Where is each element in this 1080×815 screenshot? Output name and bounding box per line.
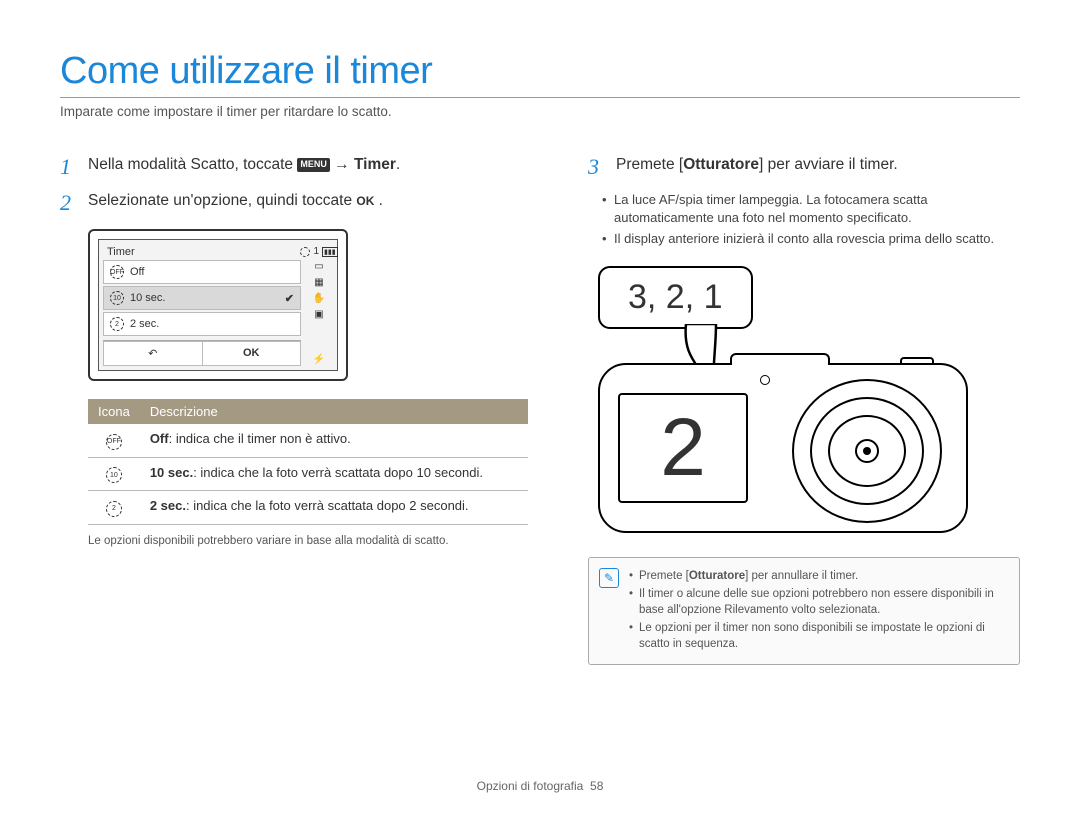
countdown-speech-bubble: 3, 2, 1	[598, 266, 753, 329]
step3-pre: Premete [	[616, 156, 683, 173]
row-bold: 10 sec.	[150, 465, 193, 480]
step2-dot: .	[374, 192, 383, 209]
ok-button[interactable]: OK	[203, 341, 302, 366]
footer-page: 58	[590, 779, 603, 793]
camera-illustration: 3, 2, 1 2	[598, 266, 998, 533]
battery-icon: ▮▮▮	[322, 247, 338, 257]
size-icon: ▭	[312, 261, 326, 273]
note-box: Premete [Otturatore] per annullare il ti…	[588, 557, 1020, 665]
left-column: 1 Nella modalità Scatto, toccate MENU → …	[60, 155, 528, 665]
list-item: Premete [Otturatore] per annullare il ti…	[629, 568, 1007, 584]
th-icon: Icona	[88, 399, 140, 424]
option-label: 10 sec.	[130, 292, 165, 304]
shot-count: 1	[313, 246, 319, 257]
timer-10-icon: 10	[110, 291, 124, 305]
timer-2-icon: 2	[110, 317, 124, 331]
note-pre: Premete [	[639, 570, 689, 582]
step-text: Nella modalità Scatto, toccate MENU → Ti…	[88, 155, 400, 175]
page-title: Come utilizzare il timer	[60, 50, 1020, 93]
table-row: 10 10 sec.: indica che la foto verrà sca…	[88, 457, 528, 491]
step1-dot: .	[396, 156, 400, 173]
timer-option-2sec[interactable]: 2 2 sec.	[103, 312, 301, 336]
timer-option-off[interactable]: OFF Off	[103, 260, 301, 284]
step3-post: ] per avviare il timer.	[759, 156, 898, 173]
option-label: Off	[130, 266, 144, 278]
timer-off-icon: OFF	[110, 265, 124, 279]
timer-option-10sec[interactable]: 10 10 sec. ✔	[103, 286, 301, 310]
footer-section: Opzioni di fotografia	[477, 779, 584, 793]
step-number: 3	[588, 155, 606, 179]
af-led-icon	[760, 375, 770, 385]
step-1: 1 Nella modalità Scatto, toccate MENU → …	[60, 155, 528, 179]
camera-body: 2	[598, 363, 968, 533]
row-text: : indica che la foto verrà scattata dopo…	[186, 498, 469, 513]
row-text: : indica che la foto verrà scattata dopo…	[193, 465, 483, 480]
camera-top	[730, 353, 830, 365]
list-item: Le opzioni per il timer non sono disponi…	[629, 620, 1007, 652]
quality-icon: ▦	[312, 277, 326, 289]
row-text: : indica che il timer non è attivo.	[169, 431, 351, 446]
options-vary-note: Le opzioni disponibili potrebbero variar…	[88, 535, 528, 547]
camera-lens	[792, 379, 942, 523]
menu-title: Timer	[103, 244, 301, 260]
arrow: →	[330, 156, 354, 173]
icon-description-table: Icona Descrizione OFF Off: indica che il…	[88, 399, 528, 525]
step-3: 3 Premete [Otturatore] per avviare il ti…	[588, 155, 1020, 179]
step3-bold: Otturatore	[683, 156, 759, 173]
row-bold: Off	[150, 431, 169, 446]
list-item: La luce AF/spia timer lampeggia. La foto…	[602, 191, 1020, 226]
page-subtitle: Imparate come impostare il timer per rit…	[60, 97, 1020, 119]
step3-bullets: La luce AF/spia timer lampeggia. La foto…	[602, 191, 1020, 248]
menu-icon: MENU	[297, 158, 330, 172]
flash-icon: ⚡	[312, 354, 326, 366]
step1-bold: Timer	[354, 156, 396, 173]
table-row: 2 2 sec.: indica che la foto verrà scatt…	[88, 491, 528, 525]
list-item: Il timer o alcune delle sue opzioni potr…	[629, 586, 1007, 618]
focus-icon: ▣	[312, 309, 326, 321]
check-icon: ✔	[285, 292, 294, 305]
timer-2-icon: 2	[106, 501, 122, 517]
camera-menu-screenshot: Timer OFF Off 10 10 sec. ✔ 2 2 sec.	[88, 229, 348, 381]
step1-pre: Nella modalità Scatto, toccate	[88, 156, 297, 173]
camera-front-display: 2	[618, 393, 748, 503]
right-column: 3 Premete [Otturatore] per avviare il ti…	[588, 155, 1020, 665]
status-icons: 1 ▮▮▮ ▭ ▦ ✋ ▣ ⚡	[305, 244, 333, 366]
ok-icon: OK	[356, 194, 374, 208]
hand-icon: ✋	[312, 293, 326, 305]
timer-off-icon: OFF	[106, 434, 122, 450]
page-footer: Opzioni di fotografia 58	[0, 779, 1080, 793]
step2-pre: Selezionate un'opzione, quindi toccate	[88, 192, 356, 209]
timer-status-icon	[300, 247, 310, 257]
note-post: ] per annullare il timer.	[745, 570, 858, 582]
note-bold: Otturatore	[689, 570, 745, 582]
step-text: Selezionate un'opzione, quindi toccate O…	[88, 191, 383, 211]
timer-10-icon: 10	[106, 467, 122, 483]
list-item: Il display anteriore inizierà il conto a…	[602, 230, 1020, 248]
step-2: 2 Selezionate un'opzione, quindi toccate…	[60, 191, 528, 215]
step-text: Premete [Otturatore] per avviare il time…	[616, 155, 898, 175]
step-number: 2	[60, 191, 78, 215]
row-bold: 2 sec.	[150, 498, 186, 513]
step-number: 1	[60, 155, 78, 179]
back-button[interactable]: ↶	[103, 341, 203, 366]
table-row: OFF Off: indica che il timer non è attiv…	[88, 424, 528, 457]
shutter-button-graphic	[900, 357, 934, 365]
option-label: 2 sec.	[130, 318, 159, 330]
th-desc: Descrizione	[140, 399, 528, 424]
